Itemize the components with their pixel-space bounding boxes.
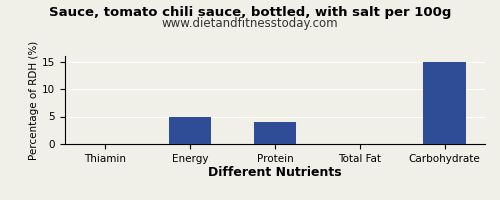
Bar [169, 116, 212, 144]
Text: www.dietandfitnesstoday.com: www.dietandfitnesstoday.com [162, 17, 338, 30]
Bar [254, 122, 296, 144]
X-axis label: Different Nutrients: Different Nutrients [208, 166, 342, 180]
Bar [424, 62, 466, 144]
Y-axis label: Percentage of RDH (%): Percentage of RDH (%) [29, 40, 39, 160]
Text: Sauce, tomato chili sauce, bottled, with salt per 100g: Sauce, tomato chili sauce, bottled, with… [49, 6, 451, 19]
